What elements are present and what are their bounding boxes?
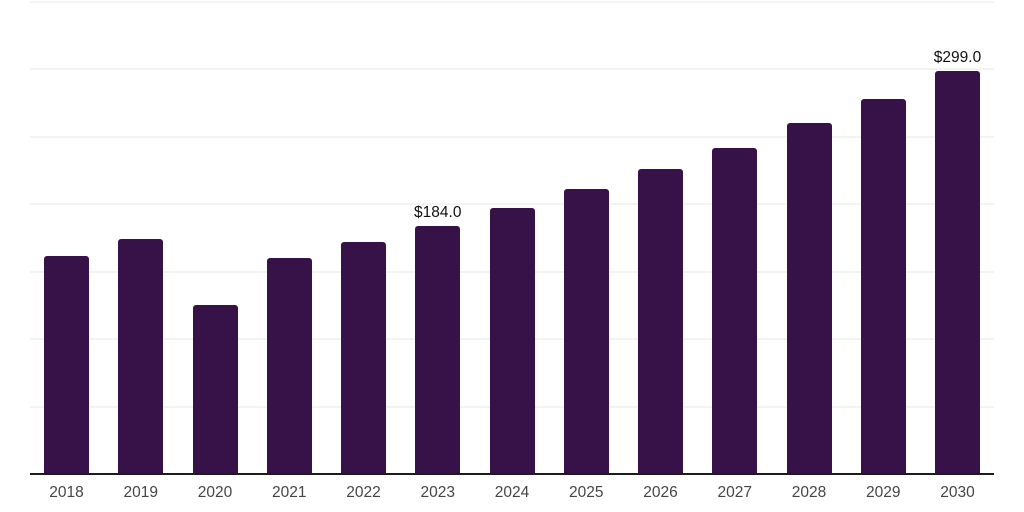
bar-2020 [192,305,238,474]
bar-2027 [712,148,758,474]
x-tick-label-2026: 2026 [643,484,678,501]
bar-2019 [118,239,164,474]
bar-column-2023: $184.0 [414,2,462,474]
bar-column-2021 [266,2,312,474]
x-tick-label-2028: 2028 [791,484,827,501]
bar-2025 [563,189,609,474]
bar-2026 [638,169,683,474]
bar-2023 [415,226,461,474]
bar-column-2027 [712,2,758,474]
x-axis-tick-labels: 2018 2019 2020 2021 2022 2023 2024 2025 2026 2027… [30,483,994,503]
bar-2028 [786,123,832,474]
bars-container: $184.0 $299.0 [30,2,994,474]
bar-column-2026 [638,2,683,474]
x-tick-label-2021: 2021 [272,484,307,501]
gridline-300 [30,68,994,70]
bar-2029 [860,99,906,474]
x-tick-label-2030: 2030 [940,484,975,501]
x-tick-label-2027: 2027 [717,484,752,501]
bar-column-2019 [118,2,164,474]
bar-2022 [341,242,386,474]
x-tick-label-2020: 2020 [197,484,233,501]
bar-2024 [489,208,535,474]
x-tick-label-2022: 2022 [346,484,381,501]
x-tick-label-2025: 2025 [569,484,604,501]
gridline-200 [30,203,994,205]
bar-column-2018 [44,2,89,474]
x-tick-label-2018: 2018 [49,484,84,501]
gridline-350 [30,1,994,3]
bar-column-2020 [192,2,238,474]
gridline-250 [30,136,994,138]
x-tick-label-2019: 2019 [123,484,158,501]
bar-column-2024 [489,2,535,474]
bar-column-2030: $299.0 [933,2,982,474]
bar-column-2022 [341,2,386,474]
bar-column-2025 [563,2,609,474]
x-tick-label-2024: 2024 [494,484,530,501]
x-axis-line [30,473,994,475]
plot-area: $184.0 $299.0 [30,1,994,474]
bar-column-2028 [786,2,832,474]
x-tick-label-2029: 2029 [866,484,901,501]
bar-value-label-2023: $184.0 [414,203,462,221]
bar-value-label-2030: $299.0 [933,48,982,66]
bar-2021 [266,258,312,474]
x-tick-label-2023: 2023 [420,484,455,501]
bar-column-2029 [860,2,906,474]
bar-2018 [44,256,89,474]
bar-2030 [935,71,980,474]
